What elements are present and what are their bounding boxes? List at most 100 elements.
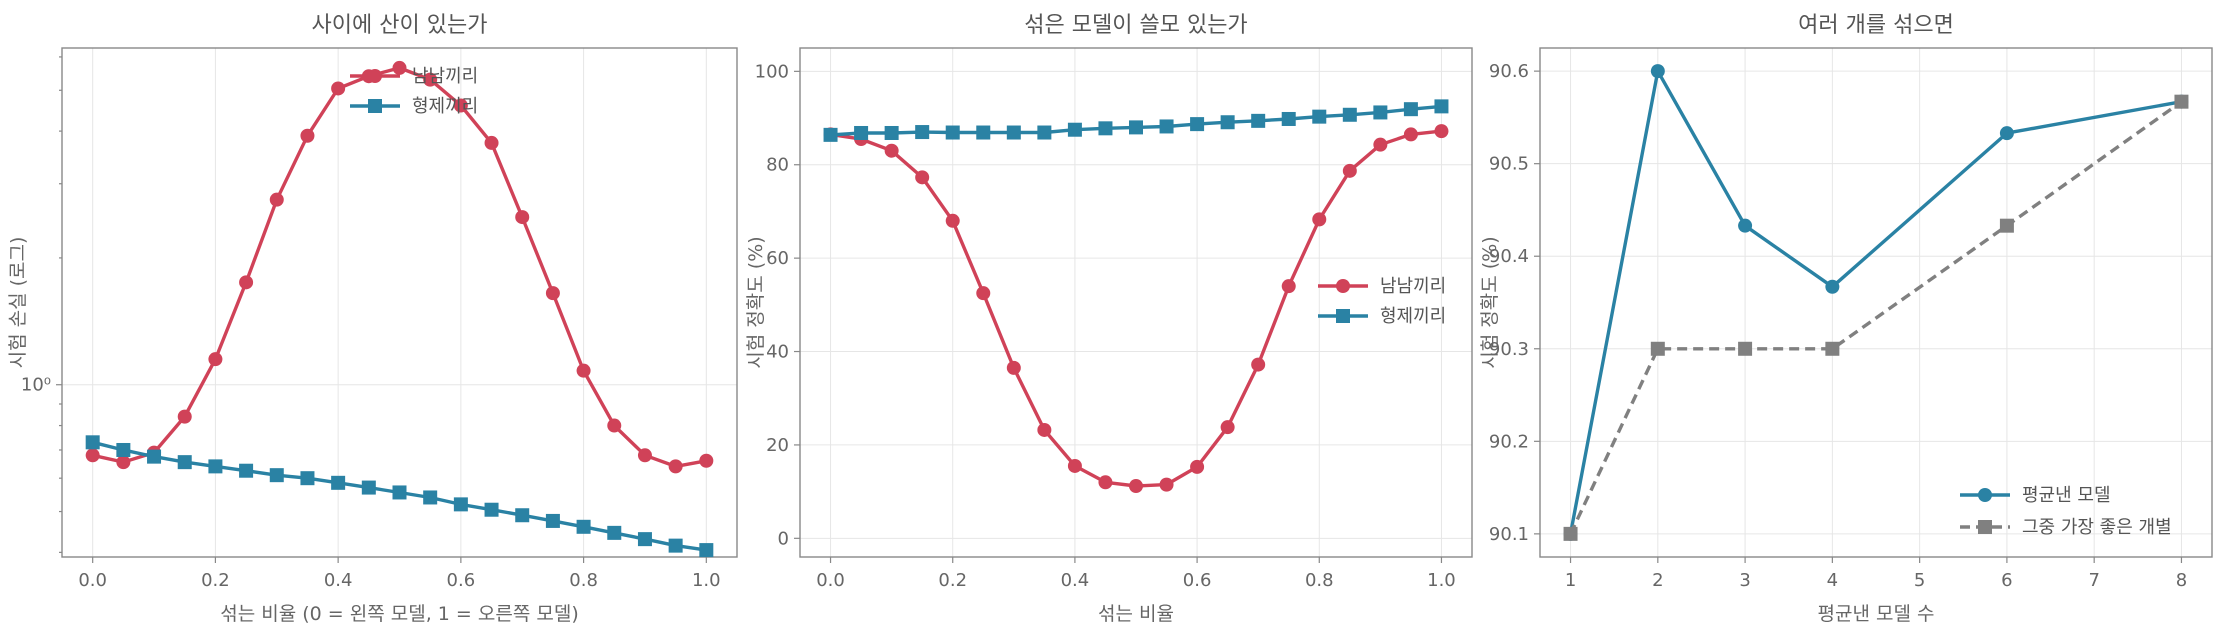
data-point (1650, 64, 1665, 79)
data-point (1159, 477, 1174, 492)
x-tick-label: 0.6 (1183, 570, 1212, 591)
data-point (884, 125, 899, 140)
legend-label: 형제끼리 (1380, 306, 1446, 327)
chart-panel-3: 1 2 3 4 5 6 7 8 90.1 90.2 90.3 90.4 90.5 90.6 여러 개를 섞으… (1479, 13, 2213, 625)
legend-label: 남남끼리 (1380, 276, 1446, 297)
data-point (1006, 360, 1021, 375)
data-point (1563, 526, 1578, 541)
data-point (1312, 212, 1327, 227)
data-point (1403, 102, 1418, 117)
data-point (331, 475, 346, 490)
data-point (1999, 218, 2014, 233)
series-1 (823, 124, 1449, 494)
data-point (1159, 119, 1174, 134)
data-point (484, 135, 499, 150)
data-point (607, 525, 622, 540)
data-point (1342, 107, 1357, 122)
data-point (1067, 122, 1082, 137)
data-point (1098, 475, 1113, 490)
data-point (239, 275, 254, 290)
data-point (1434, 99, 1449, 114)
data-point (1434, 124, 1449, 139)
series-line (1568, 69, 2182, 535)
data-point (1403, 127, 1418, 142)
data-point (453, 98, 468, 113)
series-2 (1563, 94, 2189, 541)
data-point (331, 81, 346, 96)
x-axis-label: 섞는 비율 (0 = 왼쪽 모델, 1 = 오른쪽 모델) (220, 603, 578, 625)
y-tick-label: 90.3 (1489, 339, 1529, 360)
data-point (515, 210, 530, 225)
plot-frame (61, 47, 738, 558)
x-tick-label: 1 (1565, 570, 1576, 591)
data-point (668, 459, 683, 474)
data-point (392, 60, 407, 75)
data-point (85, 435, 100, 450)
data-point (1650, 341, 1665, 356)
plot-frame (1539, 47, 2213, 558)
y-tick-label: 20 (766, 435, 789, 456)
data-point (1312, 109, 1327, 124)
data-point (1825, 341, 1840, 356)
data-point (1067, 458, 1082, 473)
data-point (208, 459, 223, 474)
y-tick-label: 10⁰ (21, 375, 51, 396)
legend-label: 그중 가장 좋은 개별 (2022, 517, 2172, 538)
data-point (823, 127, 838, 142)
x-tick-label: 3 (1739, 570, 1750, 591)
data-point (1098, 121, 1113, 136)
legend-label: 형제끼리 (412, 96, 478, 117)
data-point (177, 409, 192, 424)
x-tick-label: 2 (1652, 570, 1663, 591)
data-point (208, 352, 223, 367)
series-2 (85, 435, 714, 558)
data-point (1037, 125, 1052, 140)
series-2 (823, 99, 1449, 142)
x-tick-label: 0.6 (447, 570, 476, 591)
data-point (1825, 279, 1840, 294)
data-point (1342, 163, 1357, 178)
data-point (484, 502, 499, 517)
x-tick-label: 6 (2001, 570, 2012, 591)
data-point (85, 448, 100, 463)
x-tick-label: 0.4 (324, 570, 353, 591)
legend-marker (1978, 520, 1992, 534)
data-point (300, 471, 315, 486)
data-point (1037, 422, 1052, 437)
y-tick-label: 60 (766, 248, 789, 269)
data-point (515, 508, 530, 523)
legend-label: 평균낸 모델 (2022, 485, 2111, 506)
y-axis-label: 시험 손실 (로그) (7, 237, 29, 369)
data-point (177, 455, 192, 470)
x-tick-label: 1.0 (1427, 570, 1456, 591)
data-point (300, 128, 315, 143)
chart-title: 섞은 모델이 쓸모 있는가 (1024, 13, 1247, 38)
x-tick-label: 8 (2176, 570, 2187, 591)
x-tick-label: 0.4 (1061, 570, 1090, 591)
data-point (392, 485, 407, 500)
y-tick-label: 90.6 (1489, 61, 1529, 82)
legend-label: 남남끼리 (412, 66, 478, 87)
data-point (915, 125, 930, 140)
y-tick-label: 90.5 (1489, 154, 1529, 175)
data-point (269, 468, 284, 483)
data-point (699, 543, 714, 558)
data-point (1129, 120, 1143, 135)
data-point (1220, 115, 1235, 130)
data-point (1738, 341, 1753, 356)
data-point (976, 125, 991, 140)
data-point (2174, 94, 2189, 109)
data-point (116, 455, 131, 470)
data-point (1129, 479, 1143, 494)
x-tick-label: 0.0 (816, 570, 845, 591)
data-point (361, 480, 376, 495)
x-axis-label: 섞는 비율 (1098, 603, 1174, 625)
chart-title: 사이에 산이 있는가 (312, 13, 488, 38)
data-point (884, 143, 899, 158)
data-point (637, 532, 652, 547)
data-point (423, 72, 438, 87)
data-point (116, 442, 131, 457)
